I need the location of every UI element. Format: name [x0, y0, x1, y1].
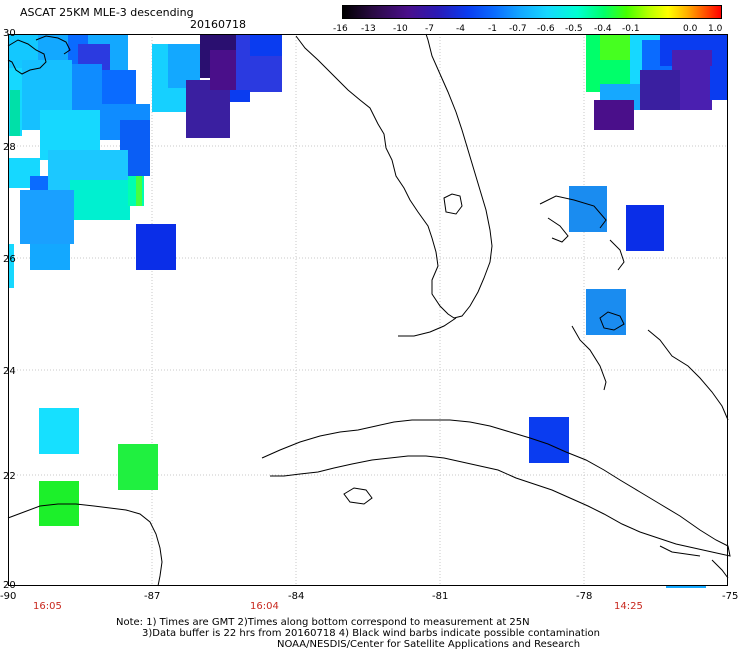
lon-label: -78 — [576, 591, 593, 602]
bahamas-andros — [599, 311, 625, 331]
lat-label: 20 — [3, 580, 16, 591]
colorbar-label: 1.0 — [708, 24, 723, 34]
pass-time: 16:05 — [33, 601, 62, 612]
colorbar-label: -7 — [425, 24, 434, 34]
colorbar-label: -13 — [361, 24, 376, 34]
bahamas-grand — [539, 195, 607, 229]
footnote-line: 3)Data buffer is 22 hrs from 20160718 4)… — [142, 628, 600, 639]
colorbar-label: -4 — [456, 24, 465, 34]
colorbar-label: -16 — [333, 24, 348, 34]
colorbar-label: -10 — [393, 24, 408, 34]
isla-juventud — [343, 487, 373, 505]
florida-coastline — [295, 33, 493, 319]
wind-cells-atlantic-north — [586, 34, 728, 130]
date-label: 20160718 — [190, 18, 246, 31]
wind-cells-north-central — [152, 34, 282, 138]
map-frame — [8, 34, 728, 586]
lat-label: 22 — [3, 471, 16, 482]
pass-time: 14:25 — [614, 601, 643, 612]
lat-label: 24 — [3, 366, 16, 377]
colorbar-label: -0.7 — [509, 24, 527, 34]
lon-label: -90 — [0, 591, 17, 602]
lon-label: -81 — [432, 591, 449, 602]
colorbar-label: -0.5 — [565, 24, 583, 34]
florida-keys — [398, 317, 457, 337]
product-title: ASCAT 25KM MLE-3 descending — [20, 6, 194, 19]
pass-time: 16:04 — [250, 601, 279, 612]
colorbar-label: -0.1 — [622, 24, 640, 34]
footnote-line: Note: 1) Times are GMT 2)Times along bot… — [116, 617, 530, 628]
colorbar-label: -0.4 — [594, 24, 612, 34]
yucatan-coast — [7, 503, 163, 587]
wind-cells-south — [39, 408, 706, 588]
coastlines — [7, 33, 731, 587]
lon-label: -87 — [144, 591, 161, 602]
colorbar-label: 0.0 — [683, 24, 698, 34]
colorbar-label: -1 — [488, 24, 497, 34]
wind-cells-gulf-north — [8, 34, 176, 288]
colorbar-label: -0.6 — [537, 24, 555, 34]
lon-label: -84 — [288, 591, 305, 602]
louisiana-coast — [7, 39, 47, 75]
wind-cells-bahamas — [569, 186, 664, 335]
colorbar — [342, 5, 722, 19]
cuba-coastline — [261, 419, 731, 557]
footnote-line: NOAA/NESDIS/Center for Satellite Applica… — [277, 639, 581, 650]
lake-okeechobee — [443, 193, 463, 215]
lat-label: 26 — [3, 254, 16, 265]
lat-label: 28 — [3, 142, 16, 153]
hispaniola-edge — [711, 559, 729, 579]
lon-label: -75 — [722, 591, 739, 602]
lat-label: 30 — [3, 28, 16, 39]
